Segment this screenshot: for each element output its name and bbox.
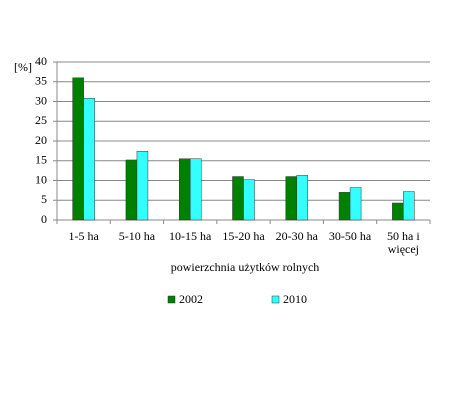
bar (125, 159, 138, 221)
bar (392, 202, 404, 221)
bar (243, 179, 255, 221)
y-tick-label: 5 (41, 192, 47, 206)
bar (296, 175, 309, 221)
y-tick-label: 25 (35, 113, 47, 127)
x-tick-label: 50 ha i więcej (387, 229, 420, 256)
bar (338, 192, 351, 221)
legend-label: 2002 (179, 292, 203, 306)
bar (136, 151, 149, 221)
x-tick-label: 15-20 ha (222, 229, 265, 243)
y-tick-label: 20 (35, 133, 47, 147)
bar (285, 176, 298, 221)
bar (72, 77, 84, 221)
x-tick-label: 1-5 ha (68, 229, 99, 243)
bar (189, 158, 202, 221)
y-axis-label: [%] (14, 60, 32, 74)
x-tick-label: 20-30 ha (275, 229, 318, 243)
bar (403, 191, 415, 221)
y-tick-label: 0 (41, 212, 47, 226)
x-tick-label: 5-10 ha (118, 229, 156, 243)
bar (232, 176, 244, 221)
y-tick-label: 15 (35, 153, 47, 167)
y-tick-label: 10 (35, 172, 47, 186)
x-axis-label: powierzchnia użytków rolnych (171, 260, 320, 274)
y-tick-label: 40 (35, 54, 47, 68)
y-tick-label: 35 (35, 74, 47, 88)
y-tick-label: 30 (35, 93, 47, 107)
legend-swatch (167, 295, 176, 304)
bar (349, 187, 362, 221)
legend-label: 2010 (283, 292, 307, 306)
legend-swatch (271, 295, 280, 304)
bar (178, 158, 191, 221)
bar (83, 98, 95, 221)
x-tick-label: 10-15 ha (169, 229, 212, 243)
x-tick-label: 30-50 ha (328, 229, 372, 243)
